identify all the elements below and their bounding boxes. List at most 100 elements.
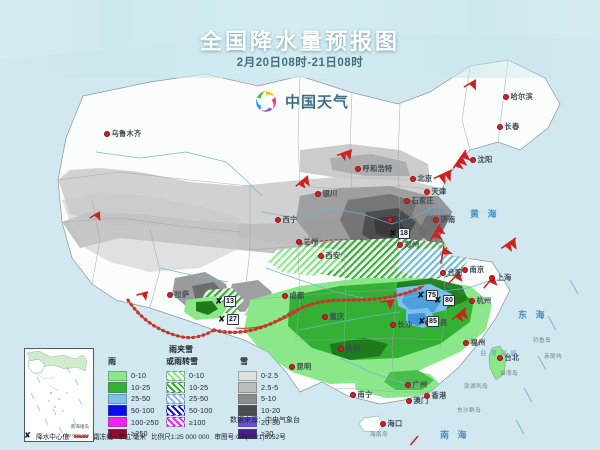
city-label: 呼和浩特 bbox=[355, 164, 392, 174]
city-marker-icon bbox=[440, 270, 446, 277]
legend-label: 25-50 bbox=[189, 394, 209, 404]
city-name: 哈尔滨 bbox=[510, 92, 533, 101]
legend-item: ≥30 bbox=[238, 428, 280, 440]
legend-label: 50-100 bbox=[189, 406, 213, 416]
city-marker-icon bbox=[503, 94, 509, 101]
city-marker-icon bbox=[497, 355, 503, 362]
city-label: 香港 bbox=[424, 391, 446, 401]
city-marker-icon bbox=[497, 124, 503, 131]
precip-center-label: 降水中心值 bbox=[36, 433, 70, 441]
city-marker-icon bbox=[104, 131, 110, 138]
precip-center-value: ✘ 13 bbox=[215, 296, 237, 308]
city-label: 台北 bbox=[497, 353, 519, 363]
island-label: 东沙群岛 bbox=[457, 408, 481, 414]
legend-label: 25-50 bbox=[131, 394, 151, 404]
scale-label: 比例尺1:25 000 000 bbox=[151, 433, 210, 441]
city-name: 西安 bbox=[325, 251, 341, 260]
legend-swatch bbox=[108, 370, 127, 382]
sea-label: 黄 海 bbox=[470, 209, 500, 219]
city-name: 南宁 bbox=[357, 390, 373, 399]
city-label: 乌鲁木齐 bbox=[104, 129, 141, 139]
legend-item: ≥250 bbox=[108, 428, 159, 440]
city-label: 天津 bbox=[424, 187, 446, 197]
frost-line-label: 霜冻线 bbox=[93, 433, 113, 441]
city-name: 台北 bbox=[504, 353, 520, 362]
legend-item: 10-25 bbox=[108, 382, 159, 394]
legend-label: 0-10 bbox=[131, 371, 147, 381]
footer-bar: ✘ 降水中心值 霜冻线 单位:毫米 比例尺1:25 000 000 审图号:GS… bbox=[24, 430, 286, 441]
island-label: 赤尾屿 bbox=[544, 354, 562, 360]
legend-heading-rain: 雨 bbox=[108, 357, 116, 366]
legend-label: ≥250 bbox=[131, 429, 148, 439]
city-label: 太原 bbox=[387, 215, 409, 225]
island-label: 海南岛 bbox=[370, 432, 388, 438]
legend-item: 2.5-5 bbox=[238, 382, 280, 394]
precip-center-icon: ✘ bbox=[24, 430, 32, 440]
legend-item: 5-10 bbox=[238, 393, 280, 405]
legend-label: 10-25 bbox=[131, 382, 151, 392]
legend-swatch bbox=[238, 382, 257, 393]
city-label: 上海 bbox=[489, 273, 511, 283]
legend-label: 2.5-5 bbox=[261, 382, 279, 392]
city-marker-icon bbox=[315, 191, 321, 198]
legend-item: 10-20 bbox=[238, 405, 280, 417]
legend-item: 20-30 bbox=[238, 416, 280, 428]
city-marker-icon bbox=[405, 382, 411, 389]
legend-label: 0-2.5 bbox=[261, 371, 279, 381]
city-marker-icon bbox=[469, 298, 475, 305]
city-label: 海口 bbox=[380, 419, 402, 429]
precip-center-number: 80 bbox=[442, 295, 456, 307]
city-name: 太原 bbox=[394, 215, 410, 224]
legend-column-sleet: 0-10 10-25 25-50 50-100 ≥100 bbox=[166, 370, 213, 428]
precip-center-icon: ✘ bbox=[417, 290, 425, 301]
legend-label: 5-10 bbox=[261, 394, 277, 404]
city-name: 呼和浩特 bbox=[362, 164, 393, 173]
city-name: 兰州 bbox=[303, 237, 319, 246]
city-label: 昆明 bbox=[289, 362, 311, 372]
city-marker-icon bbox=[406, 398, 412, 405]
precip-center-icon: ✘ bbox=[218, 314, 226, 325]
precip-center-value: ✘ 75 bbox=[417, 290, 439, 302]
city-label: 银川 bbox=[315, 189, 337, 199]
legend-swatch bbox=[166, 382, 185, 393]
city-label: 广州 bbox=[405, 380, 427, 390]
legend-item: ≥100 bbox=[166, 416, 213, 428]
data-source: 数据来源：中央气象台 bbox=[230, 417, 300, 424]
approval-number: 审图号:GS(2021)6952号 bbox=[214, 433, 286, 441]
legend-column-rain: 0-10 10-25 25-50 50-100 100-250 ≥250 bbox=[108, 370, 159, 440]
city-marker-icon bbox=[380, 421, 386, 428]
legend-label: 10-25 bbox=[189, 382, 209, 392]
city-marker-icon bbox=[424, 393, 430, 400]
legend-label: 10-20 bbox=[261, 406, 281, 416]
city-label: 南宁 bbox=[350, 390, 372, 400]
legend-label: 20-30 bbox=[261, 417, 281, 427]
city-label: 西宁 bbox=[275, 215, 297, 225]
city-label: 成都 bbox=[282, 291, 304, 301]
city-marker-icon bbox=[470, 157, 476, 164]
legend-swatch bbox=[108, 405, 127, 416]
city-marker-icon bbox=[296, 239, 302, 246]
city-label: 北京 bbox=[410, 174, 432, 184]
precip-center-number: 18 bbox=[397, 228, 411, 240]
precip-center-number: 13 bbox=[223, 296, 237, 308]
page-title: 全国降水量预报图 bbox=[199, 29, 400, 54]
city-marker-icon bbox=[410, 176, 416, 183]
city-name: 长沙 bbox=[397, 320, 413, 329]
precip-center-number: 27 bbox=[226, 314, 240, 326]
city-name: 福州 bbox=[470, 338, 486, 347]
sea-label: 东 海 bbox=[518, 310, 548, 320]
legend-label: ≥30 bbox=[261, 429, 274, 439]
legend-item: 50-100 bbox=[166, 405, 213, 417]
legend-item: 50-100 bbox=[108, 405, 159, 417]
frost-line-icon bbox=[74, 435, 89, 438]
city-marker-icon bbox=[167, 292, 173, 299]
city-name: 成都 bbox=[289, 291, 305, 300]
city-name: 上海 bbox=[496, 273, 512, 282]
city-label: 南京 bbox=[462, 265, 484, 275]
legend-swatch bbox=[166, 370, 185, 382]
city-marker-icon bbox=[387, 217, 393, 224]
city-label: 石家庄 bbox=[404, 196, 434, 206]
city-marker-icon bbox=[433, 217, 439, 224]
precip-center-number: 85 bbox=[426, 316, 440, 328]
city-name: 石家庄 bbox=[411, 196, 434, 205]
